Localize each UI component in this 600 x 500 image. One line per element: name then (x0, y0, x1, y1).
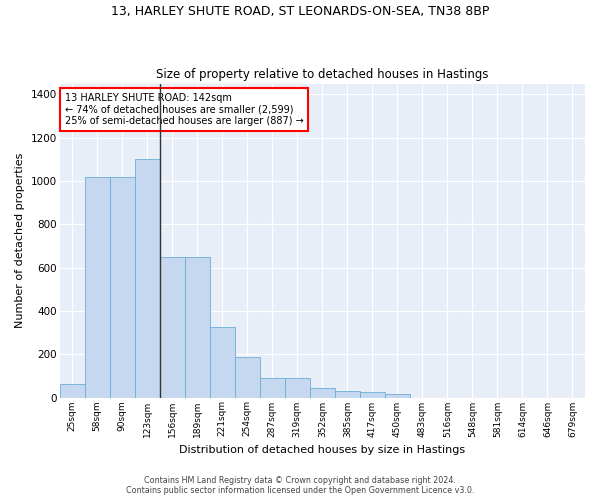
X-axis label: Distribution of detached houses by size in Hastings: Distribution of detached houses by size … (179, 445, 466, 455)
Y-axis label: Number of detached properties: Number of detached properties (15, 153, 25, 328)
Bar (185, 257, 210, 398)
Bar (335, 392, 360, 398)
Bar (360, 392, 385, 398)
Bar (235, 358, 260, 398)
Bar (310, 388, 335, 398)
Text: 13 HARLEY SHUTE ROAD: 142sqm
← 74% of detached houses are smaller (2,599)
25% of: 13 HARLEY SHUTE ROAD: 142sqm ← 74% of de… (65, 93, 304, 126)
Bar (260, 378, 285, 398)
Text: Contains HM Land Registry data © Crown copyright and database right 2024.
Contai: Contains HM Land Registry data © Crown c… (126, 476, 474, 495)
Bar (385, 394, 410, 398)
Bar (85, 176, 110, 398)
Bar (210, 327, 235, 398)
Bar (110, 176, 134, 398)
Bar (59, 384, 85, 398)
Bar (134, 160, 160, 398)
Title: Size of property relative to detached houses in Hastings: Size of property relative to detached ho… (156, 68, 488, 81)
Bar (160, 257, 185, 398)
Bar (285, 378, 310, 398)
Text: 13, HARLEY SHUTE ROAD, ST LEONARDS-ON-SEA, TN38 8BP: 13, HARLEY SHUTE ROAD, ST LEONARDS-ON-SE… (111, 5, 489, 18)
